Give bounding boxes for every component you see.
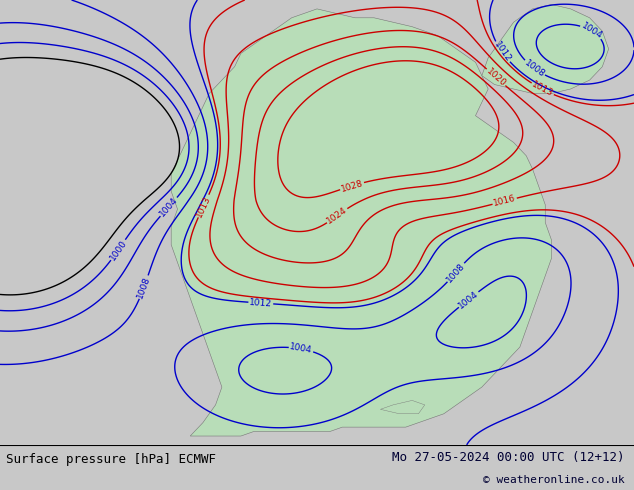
Text: 1004: 1004 [158, 196, 179, 219]
Text: 1008: 1008 [445, 261, 467, 284]
Text: 1016: 1016 [493, 194, 517, 208]
Text: 1004: 1004 [579, 21, 604, 41]
Text: Surface pressure [hPa] ECMWF: Surface pressure [hPa] ECMWF [6, 453, 216, 466]
Text: 1013: 1013 [195, 194, 212, 219]
Polygon shape [171, 9, 552, 436]
Text: Mo 27-05-2024 00:00 UTC (12+12): Mo 27-05-2024 00:00 UTC (12+12) [392, 451, 624, 464]
Text: 1008: 1008 [522, 58, 547, 79]
Text: 1012: 1012 [492, 40, 512, 64]
Text: 1004: 1004 [457, 289, 481, 310]
Text: 1000: 1000 [108, 238, 129, 262]
Text: 1012: 1012 [249, 298, 273, 308]
Text: 1020: 1020 [484, 67, 508, 88]
Text: 1024: 1024 [325, 205, 349, 226]
Polygon shape [482, 4, 609, 94]
Text: 1004: 1004 [289, 343, 313, 355]
Text: © weatheronline.co.uk: © weatheronline.co.uk [482, 475, 624, 485]
Text: 1013: 1013 [530, 80, 555, 98]
Text: 1028: 1028 [340, 178, 365, 194]
Text: 1008: 1008 [136, 275, 152, 299]
Polygon shape [380, 400, 425, 414]
